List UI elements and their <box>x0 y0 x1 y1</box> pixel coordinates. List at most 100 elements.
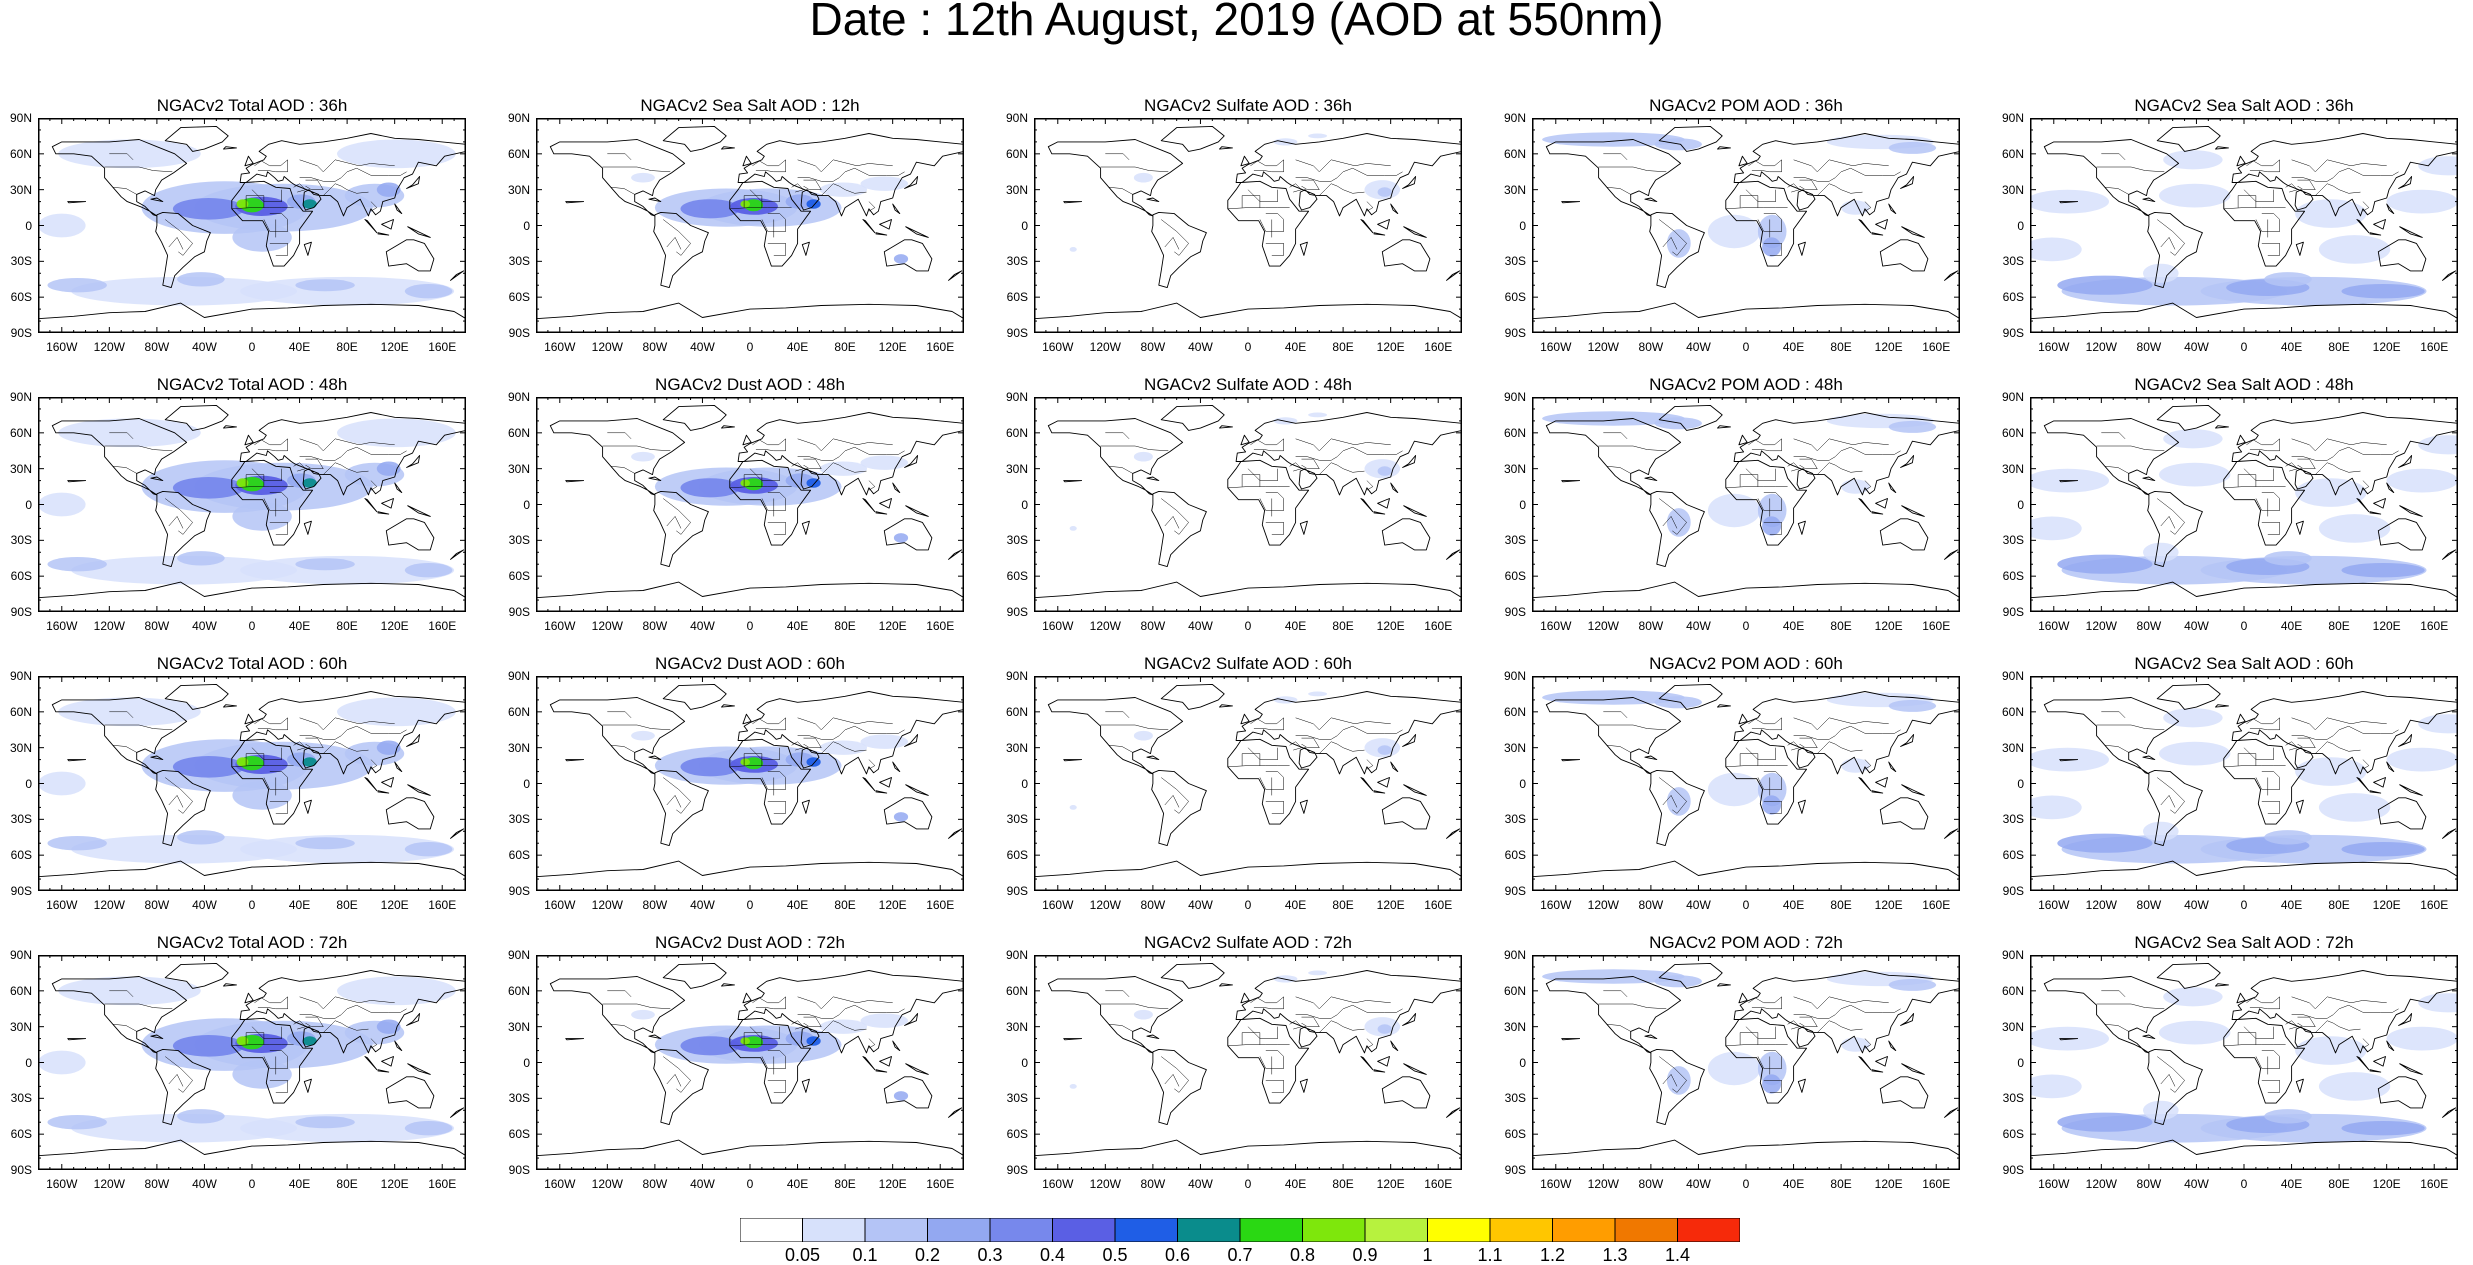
lon-tick-label: 80E <box>1332 619 1354 633</box>
lon-tick-label: 120E <box>878 898 907 912</box>
country-borders <box>1100 711 1403 814</box>
lon-tick-label: 160E <box>2420 619 2449 633</box>
map-panel-pom: NGACv2 POM AOD : 36h 90N 60N 30N 0 30S 60S 90S 1… <box>1496 96 1996 371</box>
lat-tick-label: 0 <box>523 1055 530 1070</box>
lon-tick-label: 80W <box>642 619 668 633</box>
lon-tick-label: 0 <box>746 340 754 354</box>
coastlines <box>1532 683 1960 891</box>
lat-tick-label: 30N <box>9 182 32 197</box>
lon-tick-label: 40E <box>1782 619 1805 633</box>
lon-tick-label: 120E <box>2372 619 2401 633</box>
lat-tick-label: 60N <box>507 983 530 998</box>
lon-tick-label: 40W <box>690 340 715 354</box>
lat-tick-label: 60S <box>1006 848 1028 863</box>
map-panel-pom: NGACv2 POM AOD : 48h 90N 60N 30N 0 30S 60S 90S 1… <box>1496 375 1996 650</box>
panel-title: NGACv2 Dust AOD : 60h <box>655 654 845 673</box>
lon-tick-label: 160W <box>1042 340 1074 354</box>
lat-tick-label: 0 <box>1519 497 1526 512</box>
lon-tick-label: 160W <box>2038 340 2070 354</box>
world-map <box>38 118 466 333</box>
lat-tick-label: 90S <box>508 605 530 619</box>
lat-tick-label: 30S <box>1504 812 1526 827</box>
lat-tick-label: 60S <box>1504 290 1526 305</box>
map-panel-sulfate: NGACv2 Sulfate AOD : 48h 90N 60N 30N 0 30S 60S… <box>998 375 1498 650</box>
lon-tick-label: 40E <box>288 898 311 912</box>
lat-tick-label: 60N <box>9 146 32 161</box>
lon-tick-label: 80W <box>2136 340 2162 354</box>
lat-tick-label: 90N <box>507 111 530 125</box>
lat-tick-label: 30N <box>9 1019 32 1034</box>
map-panel-sulfate: NGACv2 Sulfate AOD : 60h 90N 60N 30N 0 30S 60S… <box>998 654 1498 929</box>
map-frame <box>1034 955 1462 1170</box>
world-map <box>38 955 466 1170</box>
lat-tick-label: 90N <box>507 669 530 683</box>
lat-tick-label: 90S <box>508 884 530 898</box>
lon-tick-label: 80E <box>336 619 358 633</box>
lon-tick-label: 40W <box>192 340 217 354</box>
panel-title: NGACv2 Sulfate AOD : 36h <box>1144 96 1352 115</box>
lon-tick-label: 120W <box>591 898 623 912</box>
lat-tick-label: 90S <box>10 1163 32 1177</box>
lat-tick-label: 90N <box>1503 111 1526 125</box>
lat-tick-label: 90S <box>2002 605 2024 619</box>
panel-title: NGACv2 Sea Salt AOD : 60h <box>2134 654 2354 673</box>
aod-field <box>2030 429 2458 585</box>
lon-tick-label: 40W <box>690 898 715 912</box>
lat-tick-label: 30N <box>2001 461 2024 476</box>
lat-tick-label: 0 <box>523 776 530 791</box>
lon-tick-label: 0 <box>1244 619 1252 633</box>
lon-tick-label: 40W <box>1188 619 1213 633</box>
lat-tick-label: 90N <box>1005 390 1028 404</box>
coastlines <box>2030 125 2458 333</box>
lon-tick-label: 40E <box>1284 1177 1307 1191</box>
lat-tick-label: 90N <box>1503 948 1526 962</box>
lon-tick-label: 120E <box>1874 619 1903 633</box>
lon-tick-label: 160W <box>1042 1177 1074 1191</box>
lon-tick-label: 40W <box>690 619 715 633</box>
panel-title: NGACv2 POM AOD : 60h <box>1649 654 1843 673</box>
lon-tick-label: 80W <box>1638 1177 1664 1191</box>
lon-tick-label: 80E <box>1830 898 1852 912</box>
lon-tick-label: 0 <box>2240 1177 2248 1191</box>
lat-tick-label: 0 <box>25 497 32 512</box>
lon-tick-label: 40E <box>786 1177 809 1191</box>
lon-tick-label: 120W <box>2085 619 2117 633</box>
lon-tick-label: 120W <box>2085 1177 2117 1191</box>
lon-tick-label: 80W <box>1140 1177 1166 1191</box>
lon-tick-label: 80W <box>642 340 668 354</box>
coastlines <box>1532 404 1960 612</box>
colorbar-label: 0.2 <box>914 1245 941 1265</box>
lon-tick-label: 120W <box>1587 340 1619 354</box>
lon-tick-label: 120W <box>93 619 125 633</box>
aod-field <box>2030 708 2458 864</box>
lon-tick-label: 160W <box>1540 1177 1572 1191</box>
lat-tick-label: 90N <box>9 669 32 683</box>
panel-title: NGACv2 Sulfate AOD : 60h <box>1144 654 1352 673</box>
map-frame <box>536 118 964 333</box>
map-panel-dust: NGACv2 Sea Salt AOD : 12h 90N 60N 30N 0 30S 60… <box>500 96 1000 371</box>
map-panel-pom: NGACv2 POM AOD : 72h 90N 60N 30N 0 30S 60S 90S 1… <box>1496 933 1996 1208</box>
aod-field <box>1542 690 1937 816</box>
coastlines <box>536 683 964 891</box>
lon-tick-label: 160W <box>46 898 78 912</box>
lon-tick-label: 80E <box>1332 898 1354 912</box>
colorbar-bin <box>1614 1218 1678 1242</box>
lat-tick-label: 30S <box>508 254 530 269</box>
lat-tick-label: 0 <box>1519 218 1526 233</box>
lat-tick-label: 60N <box>1503 425 1526 440</box>
lon-tick-label: 120W <box>1089 1177 1121 1191</box>
lat-tick-label: 0 <box>1021 497 1028 512</box>
lat-tick-label: 60S <box>1504 569 1526 584</box>
lon-tick-label: 80W <box>2136 898 2162 912</box>
lat-tick-label: 30N <box>1503 182 1526 197</box>
lat-tick-label: 90S <box>1006 605 1028 619</box>
lon-tick-label: 80W <box>642 1177 668 1191</box>
panel-title: NGACv2 Total AOD : 36h <box>156 96 348 115</box>
lon-tick-label: 80W <box>1140 898 1166 912</box>
colorbar-bin <box>740 1218 803 1242</box>
lat-tick-label: 60N <box>507 425 530 440</box>
lon-tick-label: 0 <box>1742 898 1750 912</box>
lon-tick-label: 160W <box>1540 340 1572 354</box>
lon-tick-label: 40E <box>786 340 809 354</box>
lon-tick-label: 40E <box>2280 340 2303 354</box>
